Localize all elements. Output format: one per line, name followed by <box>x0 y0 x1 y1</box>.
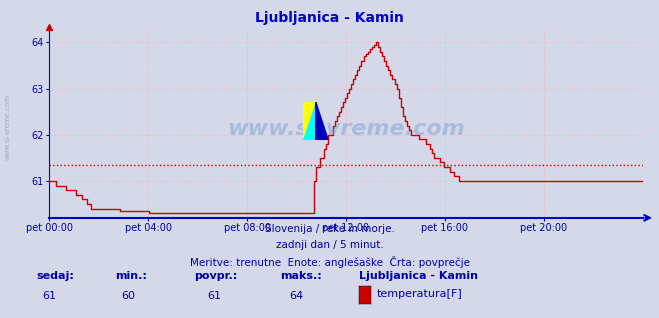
Text: Meritve: trenutne  Enote: anglešaške  Črta: povprečje: Meritve: trenutne Enote: anglešaške Črta… <box>190 256 469 268</box>
Text: maks.:: maks.: <box>280 272 322 281</box>
Text: 61: 61 <box>42 291 57 301</box>
Text: 60: 60 <box>121 291 136 301</box>
Polygon shape <box>303 102 316 140</box>
Text: min.:: min.: <box>115 272 147 281</box>
Text: Slovenija / reke in morje.: Slovenija / reke in morje. <box>264 224 395 234</box>
Polygon shape <box>303 102 316 140</box>
Text: 64: 64 <box>289 291 304 301</box>
Text: sedaj:: sedaj: <box>36 272 74 281</box>
Polygon shape <box>316 102 328 140</box>
Text: Ljubljanica - Kamin: Ljubljanica - Kamin <box>359 272 478 281</box>
Text: Ljubljanica - Kamin: Ljubljanica - Kamin <box>255 11 404 25</box>
Text: zadnji dan / 5 minut.: zadnji dan / 5 minut. <box>275 240 384 250</box>
Text: temperatura[F]: temperatura[F] <box>376 289 462 299</box>
Text: www.si-vreme.com: www.si-vreme.com <box>227 119 465 139</box>
Text: povpr.:: povpr.: <box>194 272 238 281</box>
Text: 61: 61 <box>207 291 221 301</box>
Text: www.si-vreme.com: www.si-vreme.com <box>5 94 11 160</box>
